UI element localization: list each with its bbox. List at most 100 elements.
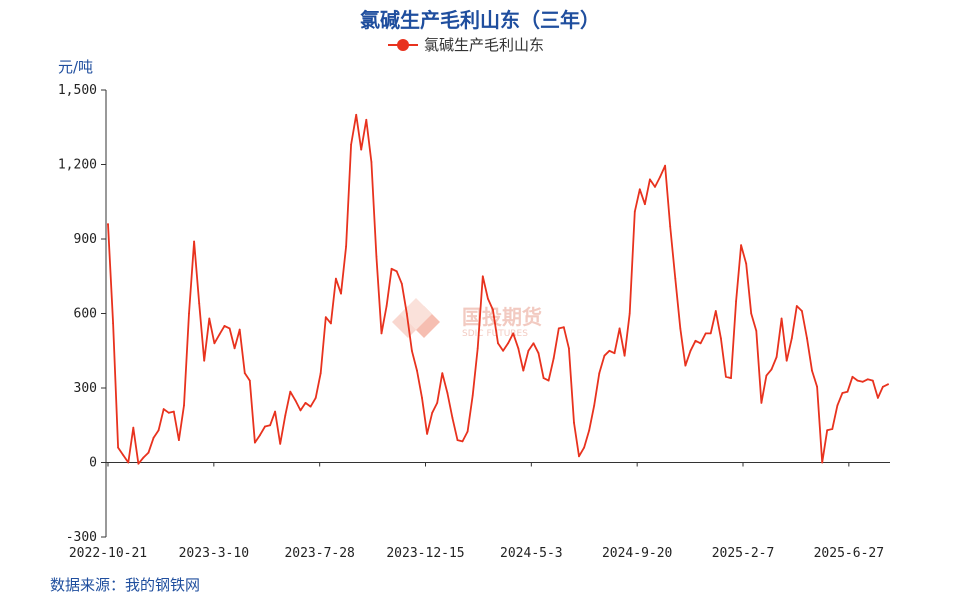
data-point <box>299 409 302 412</box>
data-point <box>674 277 677 280</box>
data-point <box>147 451 150 454</box>
data-point <box>887 383 889 386</box>
data-point <box>573 421 575 424</box>
data-point <box>365 118 368 121</box>
data-point <box>623 354 626 357</box>
data-point <box>593 404 596 407</box>
data-point <box>385 305 388 307</box>
data-point <box>557 327 560 330</box>
data-point <box>248 379 251 382</box>
data-point <box>527 349 530 352</box>
data-point <box>497 342 499 345</box>
data-point <box>324 316 327 319</box>
data-point <box>279 443 282 445</box>
y-tick-label: 0 <box>89 456 97 471</box>
data-point <box>178 439 180 441</box>
data-point <box>816 385 818 388</box>
watermark-main-text: 国投期货 <box>462 305 542 329</box>
data-point <box>132 426 135 429</box>
data-point <box>806 337 808 340</box>
data-point <box>720 337 722 340</box>
data-point <box>730 377 732 379</box>
data-point <box>826 429 829 432</box>
data-point <box>390 267 393 270</box>
data-point <box>350 143 352 146</box>
data-point <box>492 308 494 311</box>
data-point <box>345 245 347 248</box>
data-point <box>654 186 656 188</box>
data-point <box>375 255 378 258</box>
data-point <box>846 390 849 393</box>
data-point <box>167 411 170 414</box>
data-point <box>679 327 682 330</box>
data-point <box>107 223 109 226</box>
data-point <box>502 349 504 352</box>
data-point <box>512 332 515 335</box>
data-point <box>228 327 231 330</box>
data-point <box>476 347 479 350</box>
data-point <box>284 414 287 417</box>
data-point <box>157 429 160 432</box>
data-point <box>659 176 661 178</box>
data-point <box>598 372 601 374</box>
data-point <box>613 352 616 355</box>
data-point <box>836 404 839 407</box>
legend-swatch <box>388 38 418 52</box>
data-point <box>709 332 712 335</box>
data-point <box>466 430 469 433</box>
data-point <box>780 317 783 320</box>
data-point <box>416 369 418 372</box>
x-tick-label: 2022-10-21 <box>69 546 147 561</box>
data-point <box>122 454 125 456</box>
data-point <box>841 392 844 394</box>
data-point <box>218 333 221 336</box>
y-tick-label: 1,200 <box>58 158 97 173</box>
data-point <box>395 270 398 273</box>
data-point <box>714 310 717 312</box>
data-point <box>117 446 119 449</box>
data-point <box>547 379 550 382</box>
data-point <box>203 359 206 362</box>
data-point <box>446 392 449 394</box>
data-point <box>319 372 322 374</box>
data-point <box>330 322 332 325</box>
data-point <box>269 424 271 427</box>
data-point <box>309 405 312 408</box>
data-point <box>436 402 439 404</box>
data-point <box>162 408 165 410</box>
data-point <box>127 461 130 464</box>
data-point <box>137 462 140 465</box>
data-point <box>370 161 373 163</box>
data-point <box>568 347 570 350</box>
chart-legend: 氯碱生产毛利山东 <box>388 34 544 55</box>
data-point <box>274 410 276 413</box>
data-point <box>785 359 788 362</box>
data-point <box>608 349 611 352</box>
x-tick-label: 2025-2-7 <box>712 546 775 561</box>
data-point <box>426 433 428 435</box>
y-tick-label: -300 <box>66 530 97 545</box>
data-point <box>112 322 114 325</box>
data-point <box>471 394 474 397</box>
data-point <box>821 461 824 464</box>
data-point <box>198 302 201 305</box>
data-point <box>193 240 196 243</box>
series-line <box>107 113 889 465</box>
x-tick-label: 2023-7-28 <box>284 546 354 561</box>
data-point <box>188 312 190 315</box>
data-point <box>532 342 535 345</box>
data-point <box>775 356 778 358</box>
data-point <box>335 277 337 280</box>
data-point <box>562 326 565 329</box>
data-point <box>507 342 509 345</box>
data-point <box>411 349 413 352</box>
data-point <box>861 380 864 383</box>
data-point <box>755 330 758 332</box>
data-point <box>542 377 545 379</box>
x-tick-label: 2024-9-20 <box>602 546 672 561</box>
data-point <box>254 441 256 444</box>
data-point <box>238 328 241 331</box>
data-point <box>750 312 753 315</box>
data-point <box>649 178 651 181</box>
